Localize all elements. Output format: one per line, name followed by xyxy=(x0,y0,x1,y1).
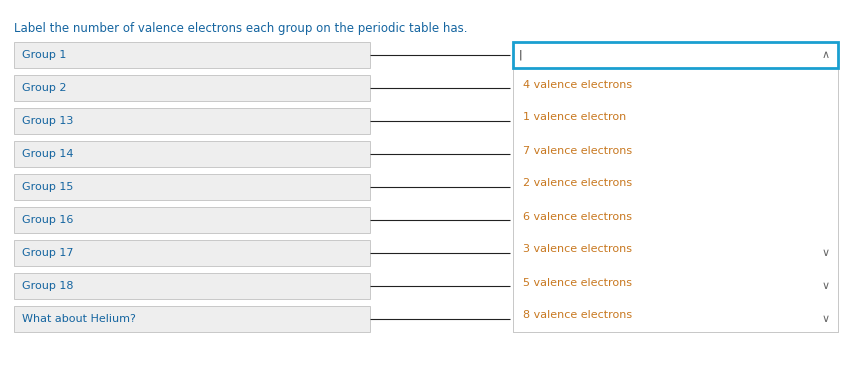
Bar xyxy=(513,68,838,332)
Bar xyxy=(14,42,370,68)
Text: Group 14: Group 14 xyxy=(22,149,73,159)
Bar xyxy=(14,108,370,134)
Text: 8 valence electrons: 8 valence electrons xyxy=(523,311,632,321)
Text: 5 valence electrons: 5 valence electrons xyxy=(523,277,632,287)
Bar xyxy=(513,306,838,332)
Text: Group 2: Group 2 xyxy=(22,83,66,93)
Text: 1 valence electron: 1 valence electron xyxy=(523,113,626,123)
Bar xyxy=(14,273,370,299)
Bar xyxy=(513,240,838,266)
Text: ∨: ∨ xyxy=(822,314,830,324)
Text: ∨: ∨ xyxy=(822,248,830,258)
Text: Group 13: Group 13 xyxy=(22,116,73,126)
Bar xyxy=(14,174,370,200)
Text: 3 valence electrons: 3 valence electrons xyxy=(523,244,632,255)
Bar xyxy=(14,75,370,101)
Bar xyxy=(513,273,838,299)
Bar xyxy=(513,42,838,68)
Text: |: | xyxy=(519,50,522,60)
Text: What about Helium?: What about Helium? xyxy=(22,314,135,324)
Text: Group 15: Group 15 xyxy=(22,182,73,192)
Bar xyxy=(14,207,370,233)
Text: 7 valence electrons: 7 valence electrons xyxy=(523,145,632,156)
Text: ∧: ∧ xyxy=(822,50,830,60)
Text: Group 1: Group 1 xyxy=(22,50,66,60)
Text: Group 17: Group 17 xyxy=(22,248,73,258)
Text: Label the number of valence electrons each group on the periodic table has.: Label the number of valence electrons ea… xyxy=(14,22,468,35)
Text: ∨: ∨ xyxy=(822,281,830,291)
Bar xyxy=(14,240,370,266)
Bar xyxy=(14,141,370,167)
Text: 2 valence electrons: 2 valence electrons xyxy=(523,178,632,188)
Text: 4 valence electrons: 4 valence electrons xyxy=(523,79,632,89)
Text: 6 valence electrons: 6 valence electrons xyxy=(523,212,632,222)
Bar xyxy=(14,306,370,332)
Text: Group 18: Group 18 xyxy=(22,281,73,291)
Text: Group 16: Group 16 xyxy=(22,215,73,225)
